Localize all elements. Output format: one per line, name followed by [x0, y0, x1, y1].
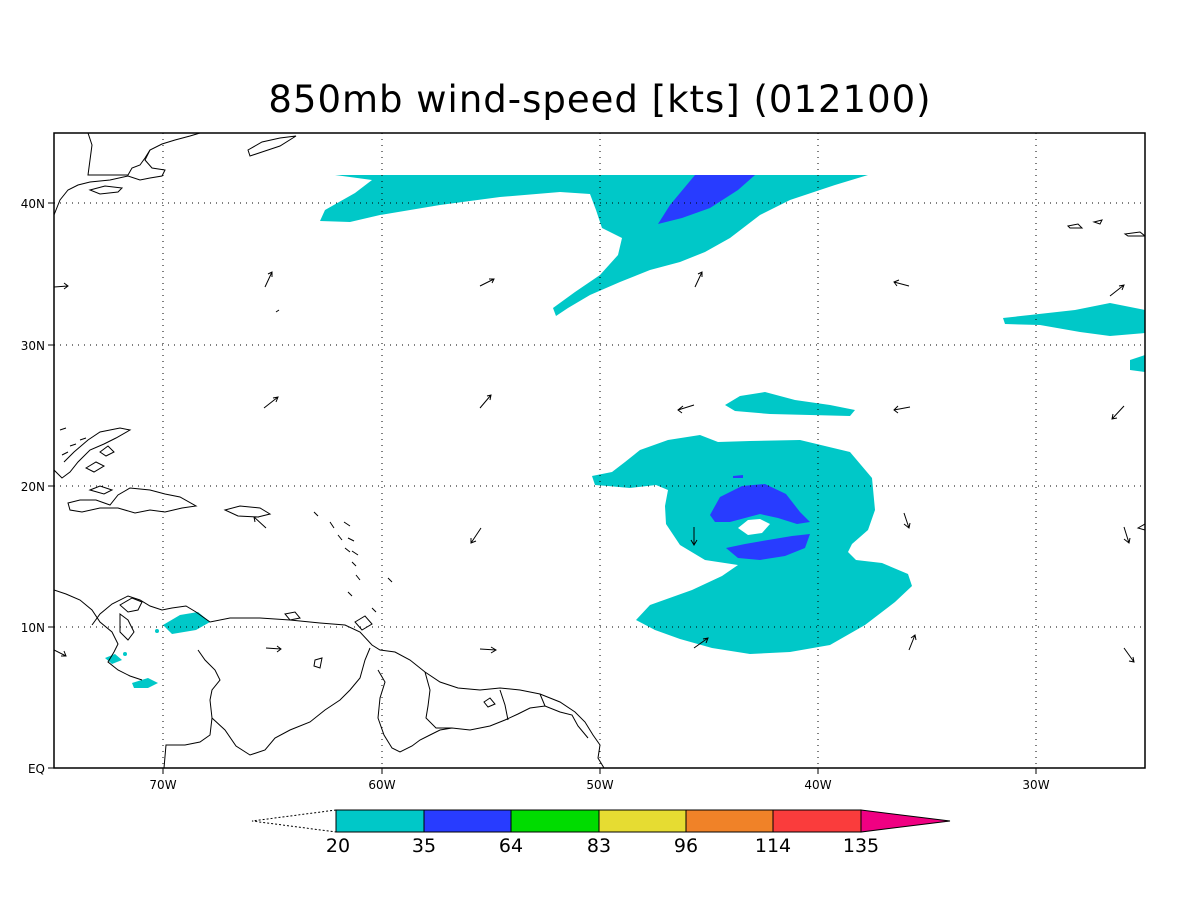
lat-label-30n: 30N	[21, 339, 45, 353]
chart-title: 850mb wind-speed [kts] (012100)	[268, 78, 932, 121]
colorbar-box-83-96	[598, 809, 687, 833]
axis-ticks	[48, 202, 1037, 774]
colorbar-box-35-64	[423, 809, 512, 833]
colorbar-label-135: 135	[843, 835, 879, 857]
lon-label-50w: 50W	[586, 778, 613, 792]
colorbar-box-20-35	[335, 809, 425, 833]
colorbar-box-64-83	[510, 809, 600, 833]
colorbar-label-64: 64	[499, 835, 523, 857]
colorbar-label-96: 96	[674, 835, 698, 857]
wind-vectors	[54, 271, 1135, 663]
colorbar-low-triangle	[251, 809, 337, 833]
coastlines	[54, 133, 1145, 768]
colorbar-label-20: 20	[326, 835, 350, 857]
map-frame	[53, 132, 1146, 769]
colorbar-label-114: 114	[755, 835, 791, 857]
lon-label-30w: 30W	[1022, 778, 1049, 792]
lon-label-70w: 70W	[149, 778, 176, 792]
colorbar-label-83: 83	[587, 835, 611, 857]
grid-lines	[54, 133, 1145, 768]
map-area	[54, 133, 1145, 768]
colorbar-box-96-114	[685, 809, 774, 833]
lat-label-20n: 20N	[21, 480, 45, 494]
lat-label-eq: EQ	[28, 762, 45, 776]
wind-shading-20-35	[105, 175, 1145, 688]
storm-eye	[738, 519, 770, 535]
lon-label-60w: 60W	[368, 778, 395, 792]
lat-label-10n: 10N	[21, 621, 45, 635]
colorbar-box-114-135	[772, 809, 862, 833]
colorbar: 20 35 64 83 96 114 135	[251, 809, 951, 857]
colorbar-label-35: 35	[412, 835, 436, 857]
wind-shading-35-64	[658, 175, 810, 560]
colorbar-high-triangle	[860, 809, 951, 833]
lon-label-40w: 40W	[804, 778, 831, 792]
lat-label-40n: 40N	[21, 197, 45, 211]
